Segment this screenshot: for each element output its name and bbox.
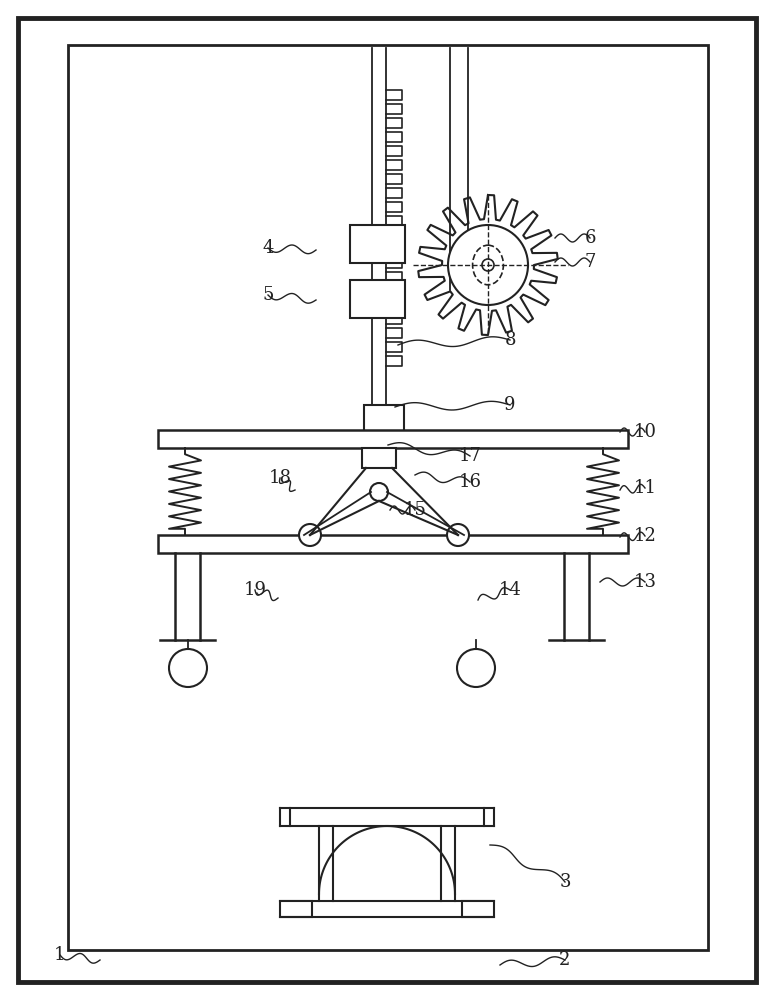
Text: 1: 1 [54,946,66,964]
Text: 19: 19 [244,581,266,599]
Text: 7: 7 [584,253,596,271]
Text: 5: 5 [262,286,274,304]
Circle shape [448,225,528,305]
Ellipse shape [473,245,503,285]
Text: 12: 12 [634,527,656,545]
Bar [280,901,312,917]
Text: 4: 4 [262,239,274,257]
Circle shape [457,649,495,687]
Bar [158,430,628,448]
Circle shape [169,649,207,687]
Bar [350,280,405,318]
Text: 14: 14 [498,581,522,599]
Text: 10: 10 [633,423,656,441]
Text: 11: 11 [633,479,656,497]
Text: 2: 2 [560,951,570,969]
Bar [290,808,484,826]
Circle shape [370,483,388,501]
Circle shape [299,524,321,546]
Bar [364,405,404,433]
Circle shape [447,524,469,546]
Text: 8: 8 [504,331,515,349]
Bar [362,448,396,468]
Bar [462,901,494,917]
Text: 13: 13 [633,573,656,591]
Text: 16: 16 [458,473,481,491]
Text: 18: 18 [269,469,292,487]
Text: 15: 15 [403,501,426,519]
Bar [68,45,708,950]
Text: 3: 3 [560,873,570,891]
Circle shape [482,259,494,271]
Text: 9: 9 [504,396,515,414]
Bar [350,225,405,263]
Text: 6: 6 [584,229,596,247]
Bar [158,535,628,553]
Text: 17: 17 [458,447,481,465]
